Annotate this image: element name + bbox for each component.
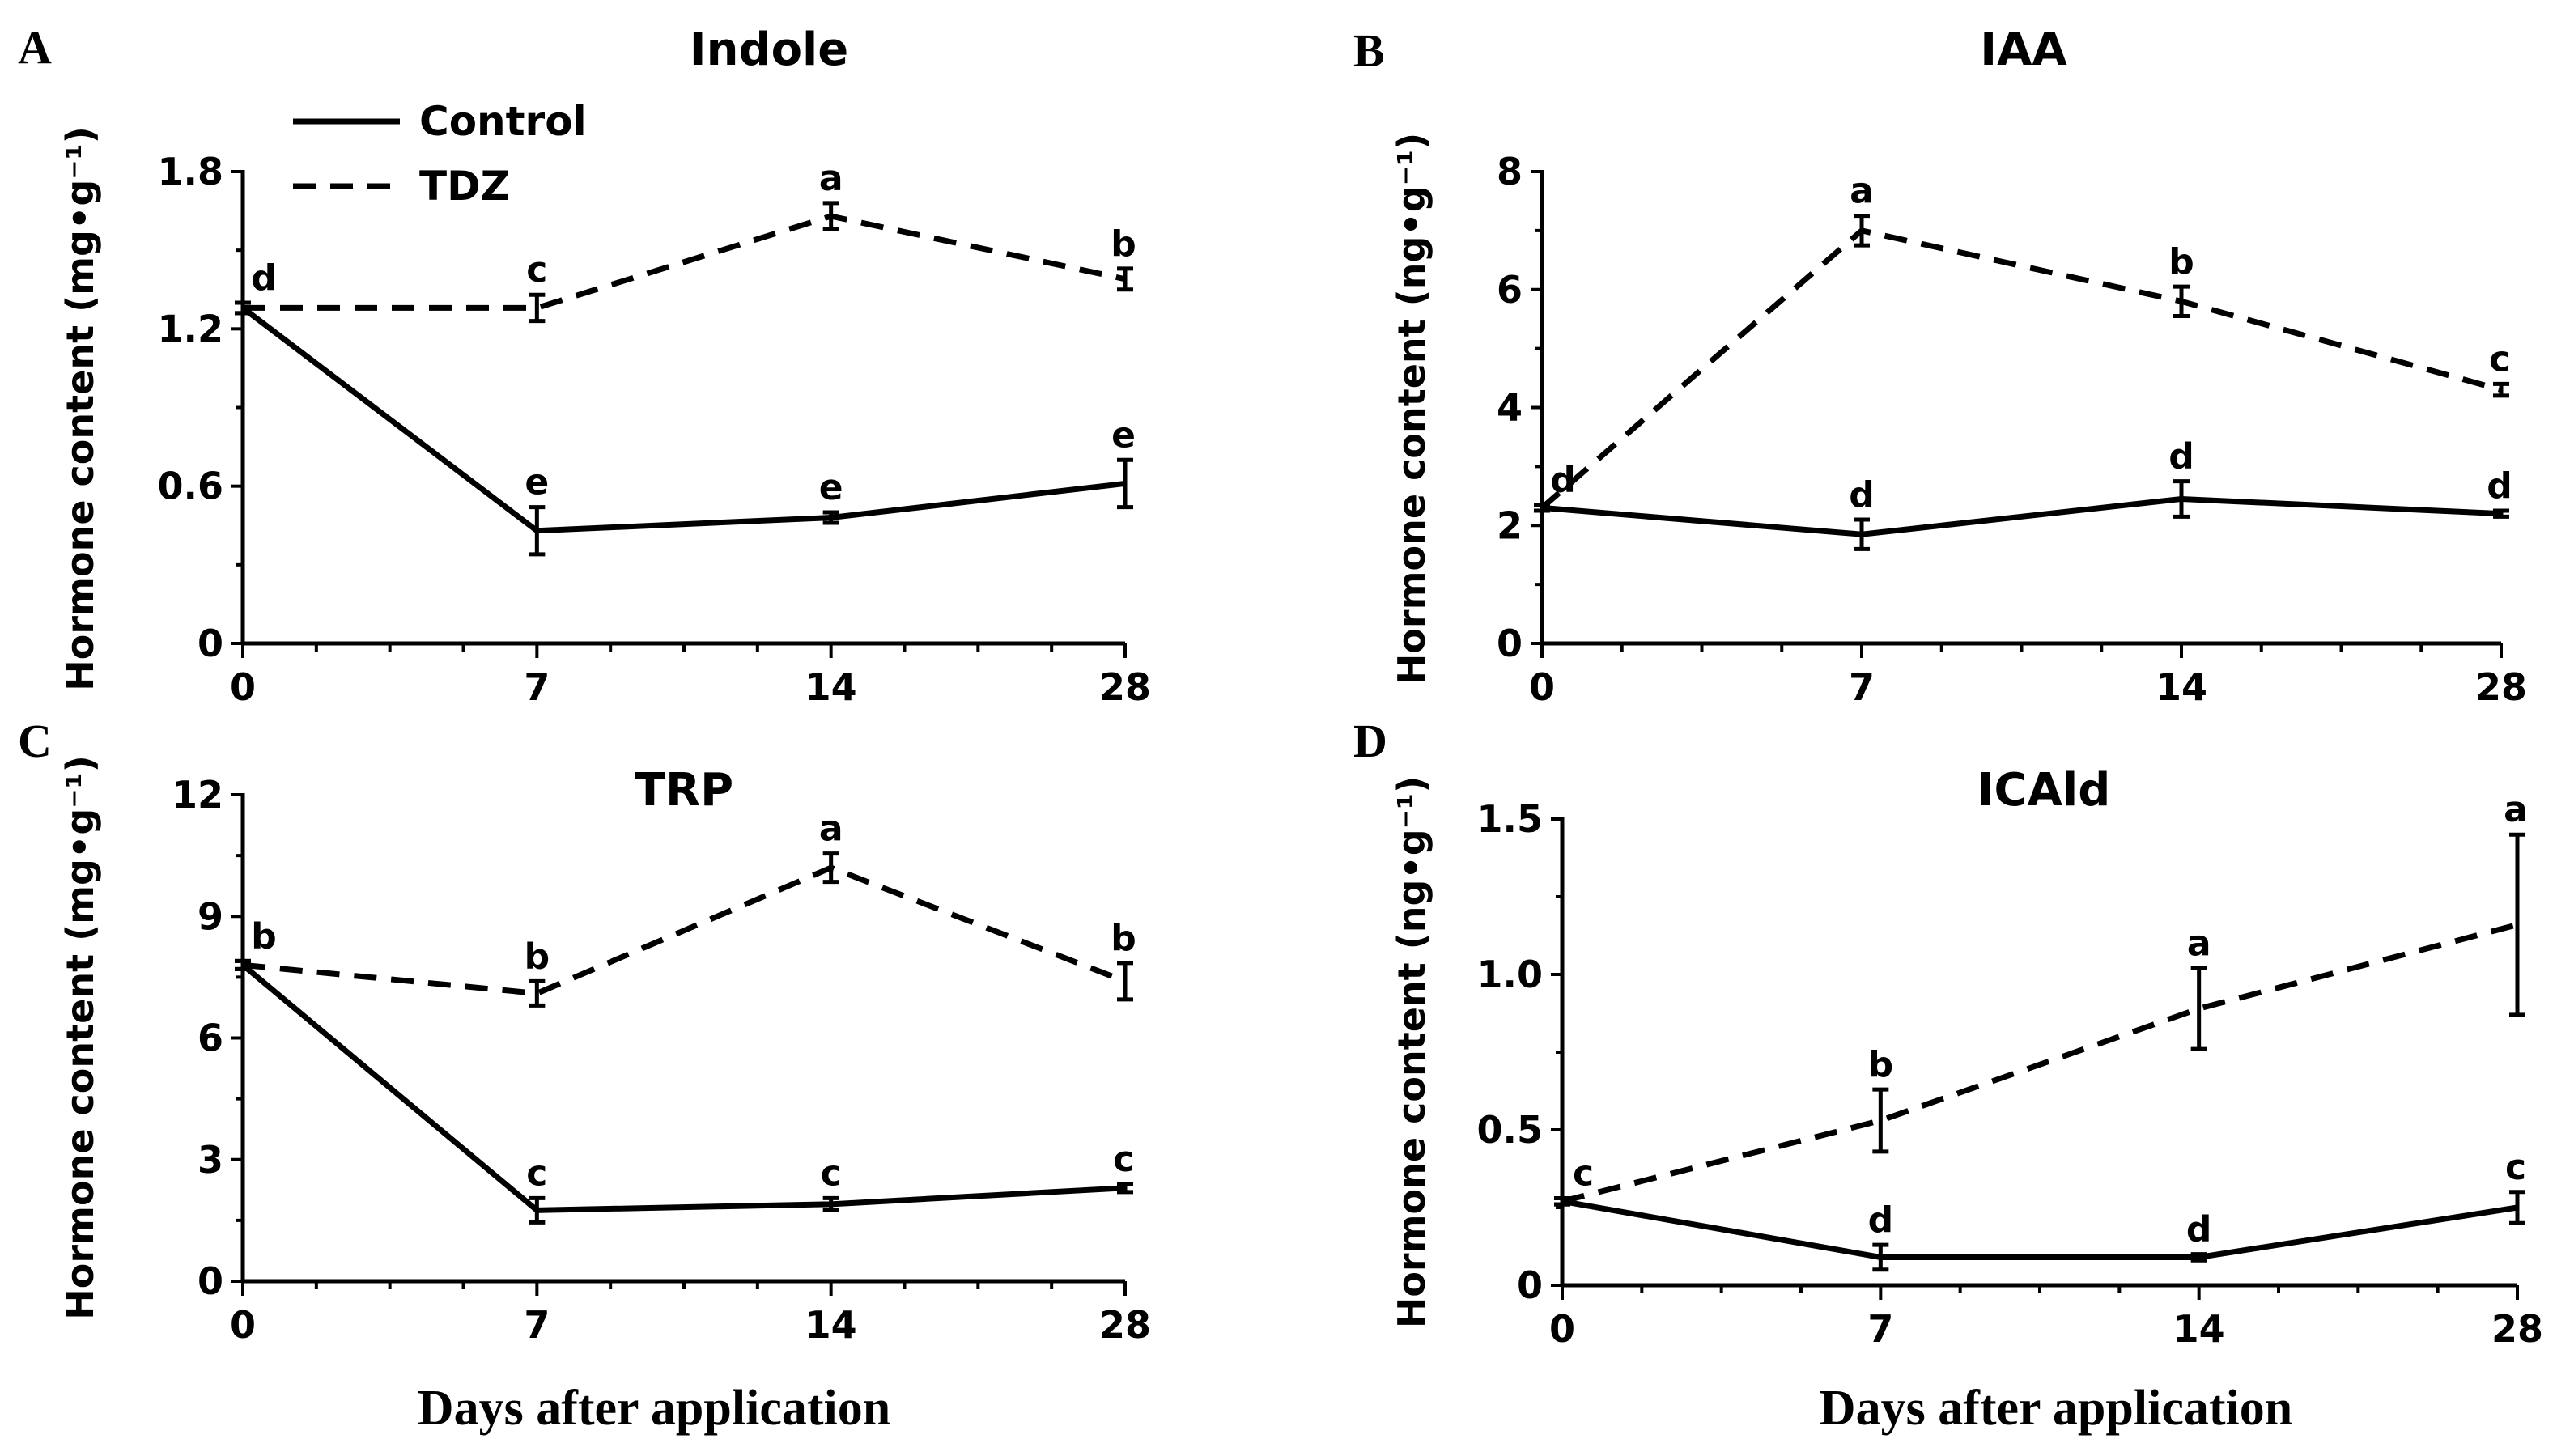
y-tick-label: 9 (198, 894, 223, 938)
y-tick-label: 6 (198, 1017, 223, 1060)
panel-a: A Indole Hormone content (mg•g⁻¹) 0 0.6 1.2 1.… (18, 21, 1151, 709)
series-line-tdz (1561, 922, 2518, 1204)
x-tick-label: 14 (805, 665, 857, 709)
significance-letter-tdz: b (525, 936, 550, 977)
x-tick-label: 0 (1549, 1307, 1575, 1351)
x-axis-label-right: Days after application (1820, 1381, 2292, 1436)
chart-title: TRP (635, 764, 733, 817)
significance-letter-tdz: a (819, 809, 843, 850)
y-tick-label: 1.0 (1477, 953, 1544, 996)
significance-letter-control: e (1111, 414, 1136, 456)
y-tick-label: 2 (1497, 503, 1523, 547)
x-tick-label: 28 (1099, 1303, 1151, 1347)
x-tick-label: 0 (230, 1303, 256, 1347)
y-tick-label: 0 (1497, 622, 1523, 665)
significance-letter-tdz: b (2168, 241, 2194, 282)
series-line-control (1561, 1198, 2518, 1260)
series-line-tdz (243, 213, 1126, 311)
significance-letter-tdz: b (1111, 223, 1136, 265)
panel-letter: D (1353, 715, 1387, 767)
panel-c: C TRP Hormone content (mg•g⁻¹) 0 3 6 9 12 0 7 14 28… (18, 715, 1151, 1347)
significance-letter-control: e (525, 462, 549, 503)
significance-letter-control: c (1573, 1152, 1594, 1194)
y-tick-label: 8 (1497, 150, 1523, 193)
significance-letter-tdz: c (526, 249, 547, 291)
significance-letter-control: c (1113, 1139, 1134, 1180)
panel-letter: C (18, 715, 52, 767)
chart-panels: A Indole Hormone content (mg•g⁻¹) 0 0.6 1.2 1.… (18, 21, 2543, 1351)
chart-title: Indole (690, 23, 848, 76)
significance-letter-tdz: a (819, 158, 843, 199)
y-tick-label: 3 (198, 1138, 223, 1182)
x-tick-label: 28 (1099, 665, 1151, 709)
panel-letter: A (18, 21, 52, 74)
x-tick-label: 7 (1867, 1307, 1893, 1351)
significance-letter-control: d (2168, 436, 2194, 478)
series-line-control (240, 305, 1126, 534)
y-axis-label: Hormone content (ng•g⁻¹) (1390, 133, 1434, 685)
significance-letter-tdz: a (2504, 789, 2528, 830)
x-tick-label: 7 (524, 665, 550, 709)
y-tick-label: 1.2 (158, 307, 224, 350)
significance-letter-tdz: c (2489, 338, 2510, 380)
significance-letter-tdz: b (1868, 1044, 1894, 1085)
x-tick-label: 7 (524, 1303, 550, 1347)
panel-d: D ICAld Hormone content (ng•g⁻¹) 0 0.5 1.0 1.5… (1353, 715, 2543, 1351)
x-tick-label: 0 (1529, 665, 1555, 709)
y-tick-label: 0 (1517, 1263, 1543, 1307)
significance-letter-control: e (819, 467, 843, 508)
y-tick-label: 0.6 (158, 465, 224, 508)
panel-b: B IAA Hormone content (ng•g⁻¹) 0 2 4 6 8 0 7 14 28 d… (1353, 23, 2527, 709)
significance-letter-control: d (1849, 474, 1875, 516)
significance-letter-tdz: d (251, 257, 277, 299)
significance-letter-control: c (2505, 1147, 2526, 1188)
legend-tdz-label: TDZ (419, 163, 510, 210)
x-tick-label: 28 (2475, 665, 2527, 709)
series-line-control (1541, 495, 2502, 537)
legend: Control TDZ (293, 98, 587, 210)
legend-control-label: Control (419, 98, 587, 145)
significance-letter-tdz: b (1111, 918, 1136, 959)
x-tick-label: 28 (2491, 1307, 2543, 1351)
y-tick-label: 6 (1497, 268, 1523, 312)
y-tick-label: 1.8 (158, 150, 224, 193)
significance-letter-control: d (2186, 1209, 2212, 1250)
y-axis-label: Hormone content (mg•g⁻¹) (58, 126, 102, 691)
significance-letter-control: c (526, 1152, 547, 1194)
significance-letter-control: d (1868, 1199, 1894, 1241)
significance-letter-tdz: a (2187, 923, 2211, 964)
series-line-tdz (1540, 227, 2502, 511)
x-tick-label: 0 (230, 665, 256, 709)
chart-title: ICAld (1977, 764, 2111, 817)
series-line-tdz (242, 864, 1127, 996)
x-tick-label: 14 (805, 1303, 857, 1347)
y-tick-label: 12 (172, 773, 223, 817)
y-tick-label: 0 (198, 1259, 223, 1303)
y-axis-label: Hormone content (mg•g⁻¹) (58, 755, 102, 1320)
y-tick-label: 1.5 (1477, 797, 1544, 841)
chart-title: IAA (1980, 23, 2067, 76)
significance-letter-tdz: b (251, 915, 277, 957)
significance-letter-control: c (821, 1152, 842, 1194)
x-tick-label: 14 (2173, 1307, 2225, 1351)
y-tick-label: 0 (198, 622, 223, 665)
y-axis-label: Hormone content (ng•g⁻¹) (1390, 776, 1434, 1328)
x-tick-label: 7 (1849, 665, 1875, 709)
y-tick-label: 0.5 (1477, 1108, 1544, 1152)
series-line-control (240, 962, 1126, 1213)
significance-letter-tdz: a (1850, 171, 1874, 212)
y-tick-label: 4 (1497, 386, 1523, 430)
x-axis-label-left: Days after application (418, 1381, 890, 1436)
panel-letter: B (1353, 24, 1385, 77)
significance-letter-control: d (2487, 465, 2512, 507)
x-tick-label: 14 (2156, 665, 2207, 709)
